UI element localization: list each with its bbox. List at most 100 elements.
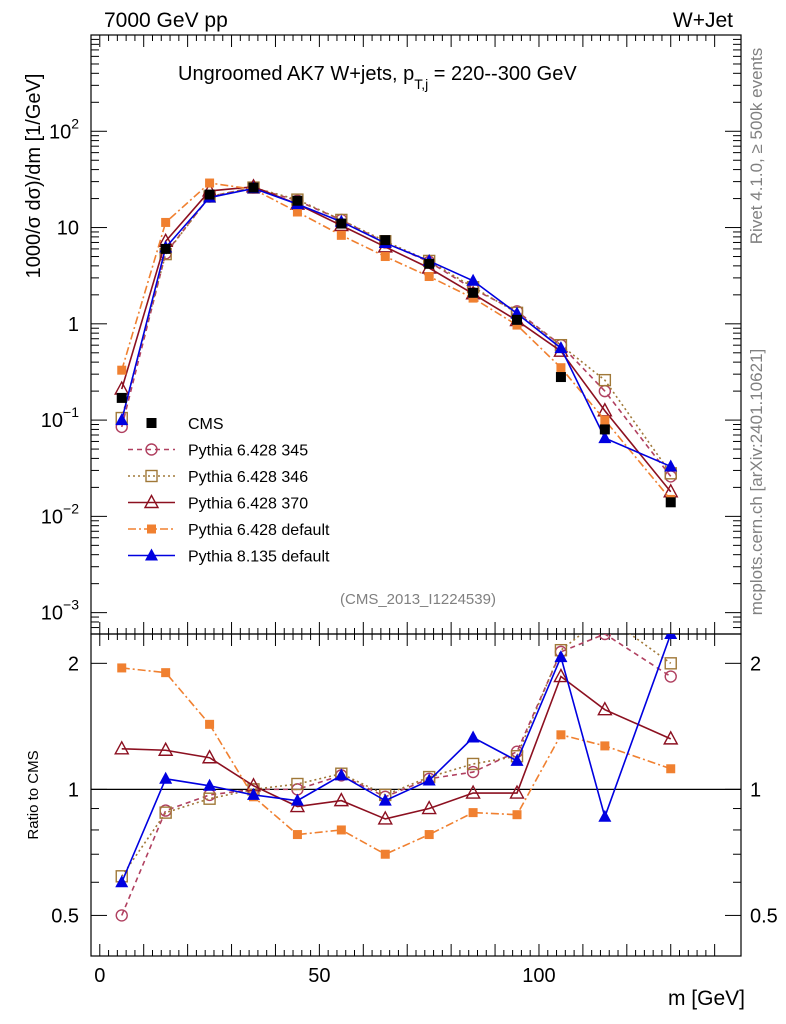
- data-point: [247, 787, 260, 800]
- data-point: [665, 497, 676, 508]
- data-point: [290, 793, 304, 806]
- ratio-pythia-6-428-370: [114, 668, 679, 825]
- ratio-series-line: [121, 634, 672, 877]
- plot-title: Ungroomed AK7 W+jets, pT,j = 220--300 Ge…: [178, 63, 577, 92]
- data-point: [145, 469, 158, 483]
- data-point: [512, 314, 523, 325]
- legend-entry: Pythia 6.428 346: [128, 469, 308, 486]
- data-point: [145, 548, 158, 561]
- data-point: [203, 792, 216, 805]
- data-point: [380, 252, 390, 262]
- tick-exponent: 2: [71, 115, 79, 131]
- ratio-series-line: [121, 634, 672, 883]
- data-point: [205, 719, 215, 729]
- ratio-y-tick-label-right: 2: [750, 653, 761, 675]
- ratio-series-line: [121, 634, 672, 916]
- data-point: [598, 634, 612, 641]
- data-point: [664, 657, 677, 670]
- data-point: [664, 470, 677, 483]
- legend-entry: Pythia 6.428 345: [128, 443, 308, 460]
- data-point: [159, 806, 172, 819]
- data-point: [600, 415, 610, 425]
- data-point: [161, 217, 171, 227]
- legend-label: Pythia 6.428 default: [188, 522, 330, 539]
- data-point: [556, 730, 566, 740]
- series-pythia-6-428-345: [115, 181, 677, 483]
- main-series-layer: [114, 178, 679, 508]
- ratio-y-axis-label: Ratio to CMS: [25, 750, 42, 839]
- legend-label: Pythia 6.428 345: [188, 443, 308, 460]
- data-point: [597, 701, 613, 716]
- series-pythia-6-428-346: [115, 181, 677, 480]
- main-y-tick-label: 10−2: [41, 500, 79, 528]
- data-point: [333, 792, 350, 807]
- data-point: [466, 765, 480, 779]
- ratio-plot-frame: [90, 633, 742, 957]
- ratio-y-tick-label-right: 0.5: [750, 905, 778, 927]
- ratio-axis-ticks: 0.5 0.5 1 1 2 2 0 50 100: [51, 634, 778, 987]
- data-point: [468, 287, 479, 298]
- data-point: [336, 218, 347, 229]
- header-right: W+Jet: [673, 9, 733, 32]
- data-point: [336, 825, 346, 835]
- data-point: [115, 413, 129, 426]
- ratio-pythia-6-428-346: [115, 634, 677, 883]
- legend-label: Pythia 8.135 default: [188, 549, 330, 566]
- data-point: [147, 524, 156, 534]
- data-point: [598, 431, 612, 444]
- tick-exponent: −3: [63, 597, 79, 613]
- tick-exponent: −2: [63, 500, 79, 516]
- data-point: [336, 230, 346, 240]
- data-point: [599, 424, 610, 435]
- data-point: [159, 771, 173, 784]
- data-point: [421, 800, 437, 815]
- data-point: [510, 753, 524, 766]
- data-point: [422, 773, 436, 786]
- tick-base: 10: [41, 410, 63, 432]
- series-line: [120, 186, 672, 477]
- x-axis-label: m [GeV]: [668, 987, 745, 1010]
- x-tick-label: 0: [94, 965, 105, 987]
- data-point: [203, 778, 217, 791]
- data-point: [598, 373, 612, 387]
- data-point: [114, 740, 130, 755]
- tick-base: 10: [57, 218, 79, 240]
- main-y-axis-label: 1000/σ dσ)/dm [1/GeV]: [23, 74, 45, 279]
- data-point: [292, 207, 302, 217]
- legend-label: Pythia 6.428 370: [188, 496, 308, 513]
- tick-base: 10: [49, 121, 71, 143]
- plot-title-main: Ungroomed AK7 W+jets, p: [178, 63, 414, 85]
- data-point: [201, 749, 218, 764]
- ratio-y-tick-label: 2: [68, 653, 79, 675]
- data-point: [146, 418, 157, 428]
- tick-base: 1: [68, 314, 79, 336]
- data-point: [663, 730, 679, 745]
- data-point: [292, 830, 302, 840]
- legend-entry: Pythia 8.135 default: [128, 548, 330, 566]
- data-point: [554, 650, 568, 663]
- series-cms-data: [116, 182, 676, 508]
- data-point: [466, 273, 480, 286]
- analysis-tag: (CMS_2013_I1224539): [340, 591, 496, 608]
- rivet-version-label: Rivet 4.1.0, ≥ 500k events: [747, 48, 766, 244]
- header-left: 7000 GeV pp: [104, 9, 228, 32]
- data-point: [512, 320, 522, 330]
- data-point: [512, 810, 522, 820]
- x-tick-label: 100: [522, 965, 555, 987]
- plot-title-sub: T,j: [414, 76, 428, 92]
- data-point: [145, 443, 158, 456]
- data-point: [466, 757, 480, 771]
- legend-entry: CMS: [146, 416, 224, 433]
- data-point: [116, 392, 127, 403]
- main-y-tick-label: 10: [57, 218, 79, 240]
- ratio-y-tick-label-right: 1: [750, 779, 761, 801]
- main-y-tick-label: 1: [68, 314, 79, 336]
- main-plot-frame: [90, 34, 742, 635]
- data-point: [161, 668, 171, 678]
- ratio-y-tick-label: 0.5: [51, 905, 79, 927]
- ratio-series-group: [114, 634, 679, 922]
- x-tick-label: 50: [308, 965, 330, 987]
- ratio-pythia-6-428-345: [115, 634, 677, 922]
